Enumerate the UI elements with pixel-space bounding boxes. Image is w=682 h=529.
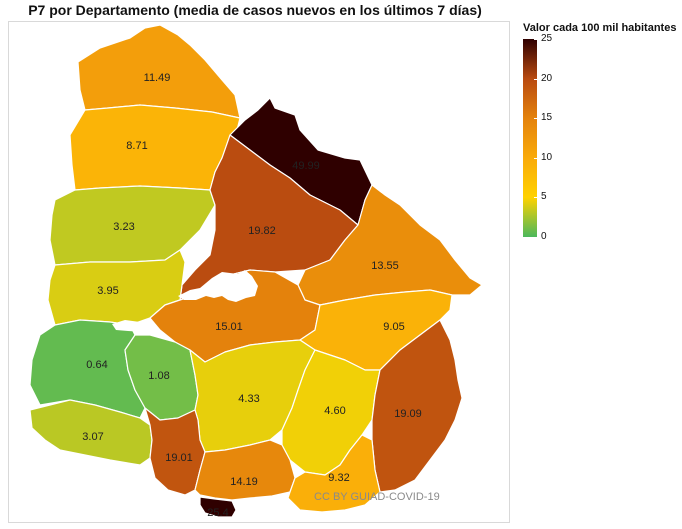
department-paysandu[interactable] xyxy=(49,185,216,266)
legend-tick-mark xyxy=(534,118,537,119)
legend-tick-label: 0 xyxy=(541,231,547,242)
label-montevideo: 25.4 xyxy=(207,507,228,519)
legend-tick-mark xyxy=(534,39,537,40)
label-flores: 1.08 xyxy=(148,370,169,382)
department-canelones[interactable] xyxy=(194,439,296,501)
label-lavalleja: 4.60 xyxy=(324,405,345,417)
label-salto: 8.71 xyxy=(126,140,147,152)
label-durazno: 15.01 xyxy=(215,321,243,333)
label-maldonado: 9.32 xyxy=(328,472,349,484)
label-cerro-largo: 13.55 xyxy=(371,260,399,272)
legend-tick-label: 25 xyxy=(541,33,553,44)
label-florida: 4.33 xyxy=(238,393,259,405)
label-soriano: 0.64 xyxy=(86,359,107,371)
legend-tick-mark xyxy=(534,79,537,80)
label-tacuarembo: 19.82 xyxy=(248,225,276,237)
label-treinta-y-tres: 9.05 xyxy=(383,321,404,333)
label-artigas: 11.49 xyxy=(144,72,171,84)
label-rivera: 49.99 xyxy=(292,160,320,172)
label-rocha: 19.09 xyxy=(394,408,422,420)
label-paysandu: 3.23 xyxy=(113,221,134,233)
label-canelones: 14.19 xyxy=(230,476,258,488)
legend-tick-label: 10 xyxy=(541,152,553,163)
map-title: P7 por Departamento (media de casos nuev… xyxy=(28,2,482,18)
label-san-jose: 19.01 xyxy=(165,452,193,464)
credit-text: CC BY GUIAD-COVID-19 xyxy=(314,491,440,503)
legend-tick-mark xyxy=(534,158,537,159)
legend-tick-label: 15 xyxy=(541,112,553,123)
label-rio-negro: 3.95 xyxy=(97,285,118,297)
department-montevideo[interactable] xyxy=(199,496,237,518)
rio-negro-reservoir xyxy=(112,270,258,332)
legend-tick-label: 5 xyxy=(541,191,547,202)
legend-title: Valor cada 100 mil habitantes xyxy=(523,22,677,34)
legend-tick-mark xyxy=(534,197,537,198)
legend-tick-label: 20 xyxy=(541,73,553,84)
label-colonia: 3.07 xyxy=(82,431,103,443)
legend-tick-mark xyxy=(534,237,537,238)
department-maldonado[interactable] xyxy=(287,434,381,513)
legend-color-bar xyxy=(523,39,537,237)
